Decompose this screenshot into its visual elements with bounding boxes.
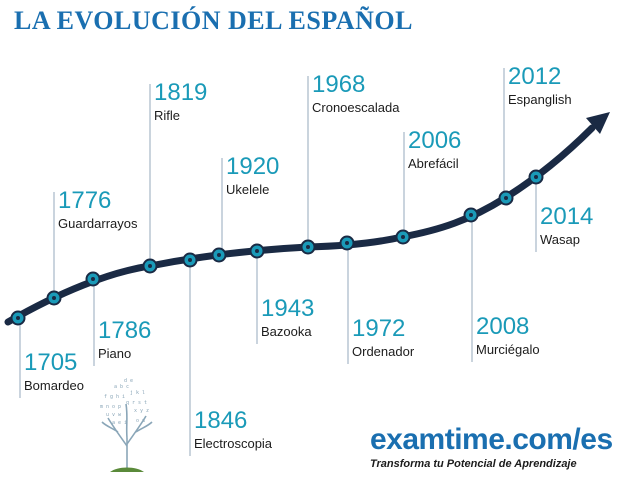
event-term: Espanglish [508,92,572,107]
event-term: Electroscopia [194,436,273,451]
timeline-event: 1968 Cronoescalada [312,72,399,116]
event-year: 2008 [476,313,530,340]
timeline-event: 1819 Rifle [154,80,207,124]
timeline-node-center [255,249,259,253]
page-title: LA EVOLUCIÓN DEL ESPAÑOL [14,6,413,35]
svg-text:j k l: j k l [130,390,145,396]
timeline-node-center [148,264,152,268]
event-year: 2006 [408,127,462,154]
svg-text:m n o p: m n o p [100,404,121,410]
event-year: 1943 [261,295,315,322]
event-term: Abrefácil [408,156,459,171]
timeline-event: 2012 Espanglish [508,64,572,108]
event-year: 1786 [98,317,152,344]
timeline-node-center [534,175,538,179]
timeline-event: 1705 Bomardeo [24,350,84,394]
timeline-event: 1846 Electroscopia [194,408,272,452]
event-year: 1705 [24,349,78,376]
event-term: Ordenador [352,344,415,359]
timeline-node-center [16,316,20,320]
event-year: 1776 [58,187,112,214]
timeline-node-center [91,277,95,281]
timeline-event: 1786 Piano [98,318,151,362]
timeline-event: 2006 Abrefácil [408,128,461,172]
event-year: 1920 [226,153,280,180]
timeline-event: 1776 Guardarrayos [58,188,137,232]
svg-text:o u: o u [136,418,145,424]
svg-text:x y z: x y z [134,408,149,414]
timeline-node-center [469,213,473,217]
arrowhead-icon [586,112,610,134]
event-year: 2012 [508,63,562,90]
timeline-event: 2008 Murciégalo [476,314,540,358]
event-year: 1846 [194,407,248,434]
timeline-event: 2014 Wasap [540,204,593,248]
brand-block: examtime.com/es Transforma tu Potencial … [370,423,613,471]
event-term: Rifle [154,108,181,123]
event-term: Bazooka [261,324,312,339]
timeline-event: 1920 Ukelele [226,154,279,198]
svg-text:a b c: a b c [114,384,129,390]
event-year: 1819 [154,79,208,106]
event-term: Cronoescalada [312,100,400,115]
tree-icon: a b cd e f g h i j k l m n o p q r s t u v… [100,378,153,472]
event-term: Bomardeo [24,378,84,393]
timeline-node-center [345,241,349,245]
event-term: Murciégalo [476,342,540,357]
timeline-node-center [306,245,310,249]
timeline-event: 1972 Ordenador [352,316,414,360]
timeline-node-center [401,235,405,239]
event-term: Wasap [540,232,580,247]
timeline-node-center [52,296,56,300]
event-year: 1968 [312,71,366,98]
event-term: Ukelele [226,182,270,197]
svg-text:a e i: a e i [112,420,127,426]
timeline-node-center [188,258,192,262]
timeline-node-center [217,253,221,257]
svg-text:d e: d e [124,378,133,384]
brand-name[interactable]: examtime.com/es [370,423,613,456]
brand-tagline: Transforma tu Potencial de Aprendizaje [370,458,577,470]
event-term: Guardarrayos [58,216,138,231]
svg-text:f g h i: f g h i [104,394,125,400]
event-year: 2014 [540,203,594,230]
event-term: Piano [98,346,132,361]
timeline-event: 1943 Bazooka [261,296,314,340]
timeline-node-center [504,196,508,200]
event-year: 1972 [352,315,406,342]
svg-text:q r s t: q r s t [126,400,147,406]
svg-text:u v w: u v w [106,412,122,418]
